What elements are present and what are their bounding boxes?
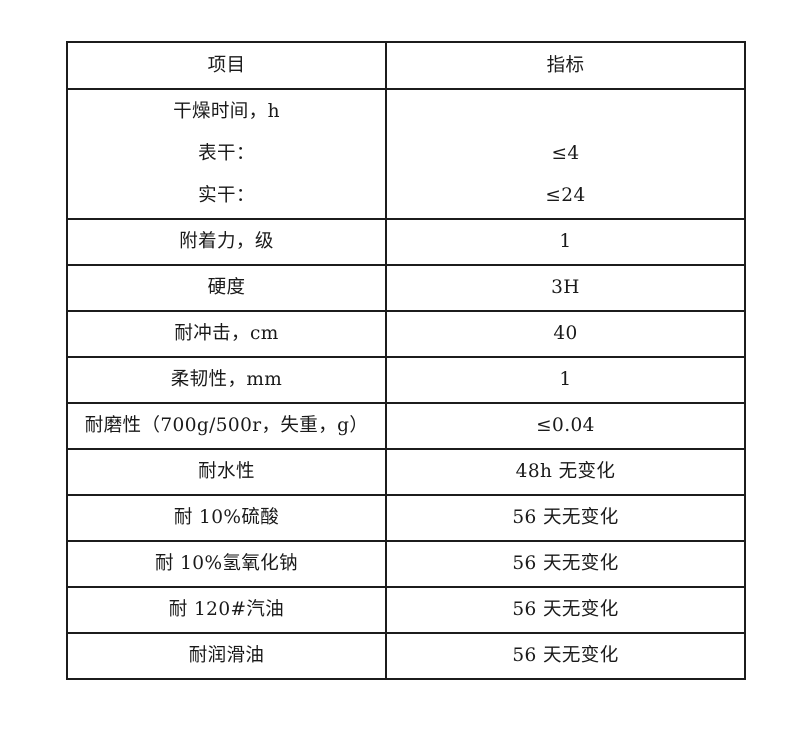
drying-time-title: 干燥时间，h	[173, 101, 280, 122]
surface-dry-value: ≤4	[551, 143, 580, 164]
drying-time-item-stack: 干燥时间，h 表干： 实干：	[68, 90, 385, 218]
index-value: 1	[559, 369, 572, 391]
table-row: 附着力，级 1	[66, 218, 746, 266]
table-row: 耐润滑油 56 天无变化	[66, 632, 746, 680]
cell-index-abrasion-resistance: ≤0.04	[385, 402, 746, 450]
cell-index-lubricating-oil-resistance: 56 天无变化	[385, 632, 746, 680]
cell-index-flexibility: 1	[385, 356, 746, 404]
column-header-index: 指标	[385, 41, 746, 90]
index-value: 56 天无变化	[512, 599, 619, 621]
item-label: 耐磨性（700g/500r，失重，g）	[84, 415, 369, 437]
cell-item-flexibility: 柔韧性，mm	[66, 356, 387, 404]
cell-index-impact-resistance: 40	[385, 310, 746, 358]
table-header-row: 项目 指标	[66, 41, 746, 90]
cell-index-gasoline-resistance: 56 天无变化	[385, 586, 746, 634]
table-row: 耐水性 48h 无变化	[66, 448, 746, 496]
cell-index-drying-time: ≤4 ≤24	[385, 88, 746, 220]
index-value: 56 天无变化	[512, 645, 619, 667]
item-label: 耐 10%硫酸	[173, 507, 280, 529]
item-label: 附着力，级	[179, 231, 274, 253]
cell-index-sulfuric-acid-resistance: 56 天无变化	[385, 494, 746, 542]
item-label: 耐 10%氢氧化钠	[154, 553, 299, 575]
cell-index-adhesion: 1	[385, 218, 746, 266]
hard-dry-value: ≤24	[545, 185, 586, 206]
table-row: 耐 10%氢氧化钠 56 天无变化	[66, 540, 746, 588]
table-row: 耐 120#汽油 56 天无变化	[66, 586, 746, 634]
item-label: 柔韧性，mm	[170, 369, 283, 391]
table-row: 耐 10%硫酸 56 天无变化	[66, 494, 746, 542]
table-row: 硬度 3H	[66, 264, 746, 312]
spec-table: 项目 指标 干燥时间，h 表干： 实干：	[66, 41, 746, 680]
index-value: 56 天无变化	[512, 553, 619, 575]
cell-index-water-resistance: 48h 无变化	[385, 448, 746, 496]
cell-item-lubricating-oil-resistance: 耐润滑油	[66, 632, 387, 680]
cell-index-hardness: 3H	[385, 264, 746, 312]
item-label: 耐水性	[198, 461, 255, 483]
cell-item-drying-time: 干燥时间，h 表干： 实干：	[66, 88, 387, 220]
index-value: ≤0.04	[536, 415, 595, 437]
surface-dry-label: 表干：	[198, 143, 255, 164]
cell-item-adhesion: 附着力，级	[66, 218, 387, 266]
item-label: 硬度	[207, 277, 246, 299]
item-label: 耐冲击，cm	[174, 323, 279, 345]
column-header-item-label: 项目	[207, 54, 246, 76]
index-value: 56 天无变化	[512, 507, 619, 529]
table-body: 干燥时间，h 表干： 实干： ≤4 ≤24 附着力，级	[66, 88, 746, 680]
table-row: 耐磨性（700g/500r，失重，g） ≤0.04	[66, 402, 746, 450]
table-row: 耐冲击，cm 40	[66, 310, 746, 358]
cell-item-sulfuric-acid-resistance: 耐 10%硫酸	[66, 494, 387, 542]
cell-item-impact-resistance: 耐冲击，cm	[66, 310, 387, 358]
cell-index-sodium-hydroxide-resistance: 56 天无变化	[385, 540, 746, 588]
drying-time-index-stack: ≤4 ≤24	[387, 90, 744, 218]
index-value: 1	[559, 231, 572, 253]
index-value: 40	[553, 323, 578, 345]
column-header-index-label: 指标	[546, 54, 585, 76]
table-row: 干燥时间，h 表干： 实干： ≤4 ≤24	[66, 88, 746, 220]
item-label: 耐 120#汽油	[168, 599, 285, 621]
hard-dry-label: 实干：	[198, 185, 255, 206]
cell-item-abrasion-resistance: 耐磨性（700g/500r，失重，g）	[66, 402, 387, 450]
table-header: 项目 指标	[66, 41, 746, 90]
cell-item-sodium-hydroxide-resistance: 耐 10%氢氧化钠	[66, 540, 387, 588]
cell-item-water-resistance: 耐水性	[66, 448, 387, 496]
item-label: 耐润滑油	[188, 645, 265, 667]
index-value: 3H	[551, 277, 580, 299]
table-row: 柔韧性，mm 1	[66, 356, 746, 404]
index-value: 48h 无变化	[515, 461, 616, 483]
cell-item-gasoline-resistance: 耐 120#汽油	[66, 586, 387, 634]
cell-item-hardness: 硬度	[66, 264, 387, 312]
column-header-item: 项目	[66, 41, 387, 90]
